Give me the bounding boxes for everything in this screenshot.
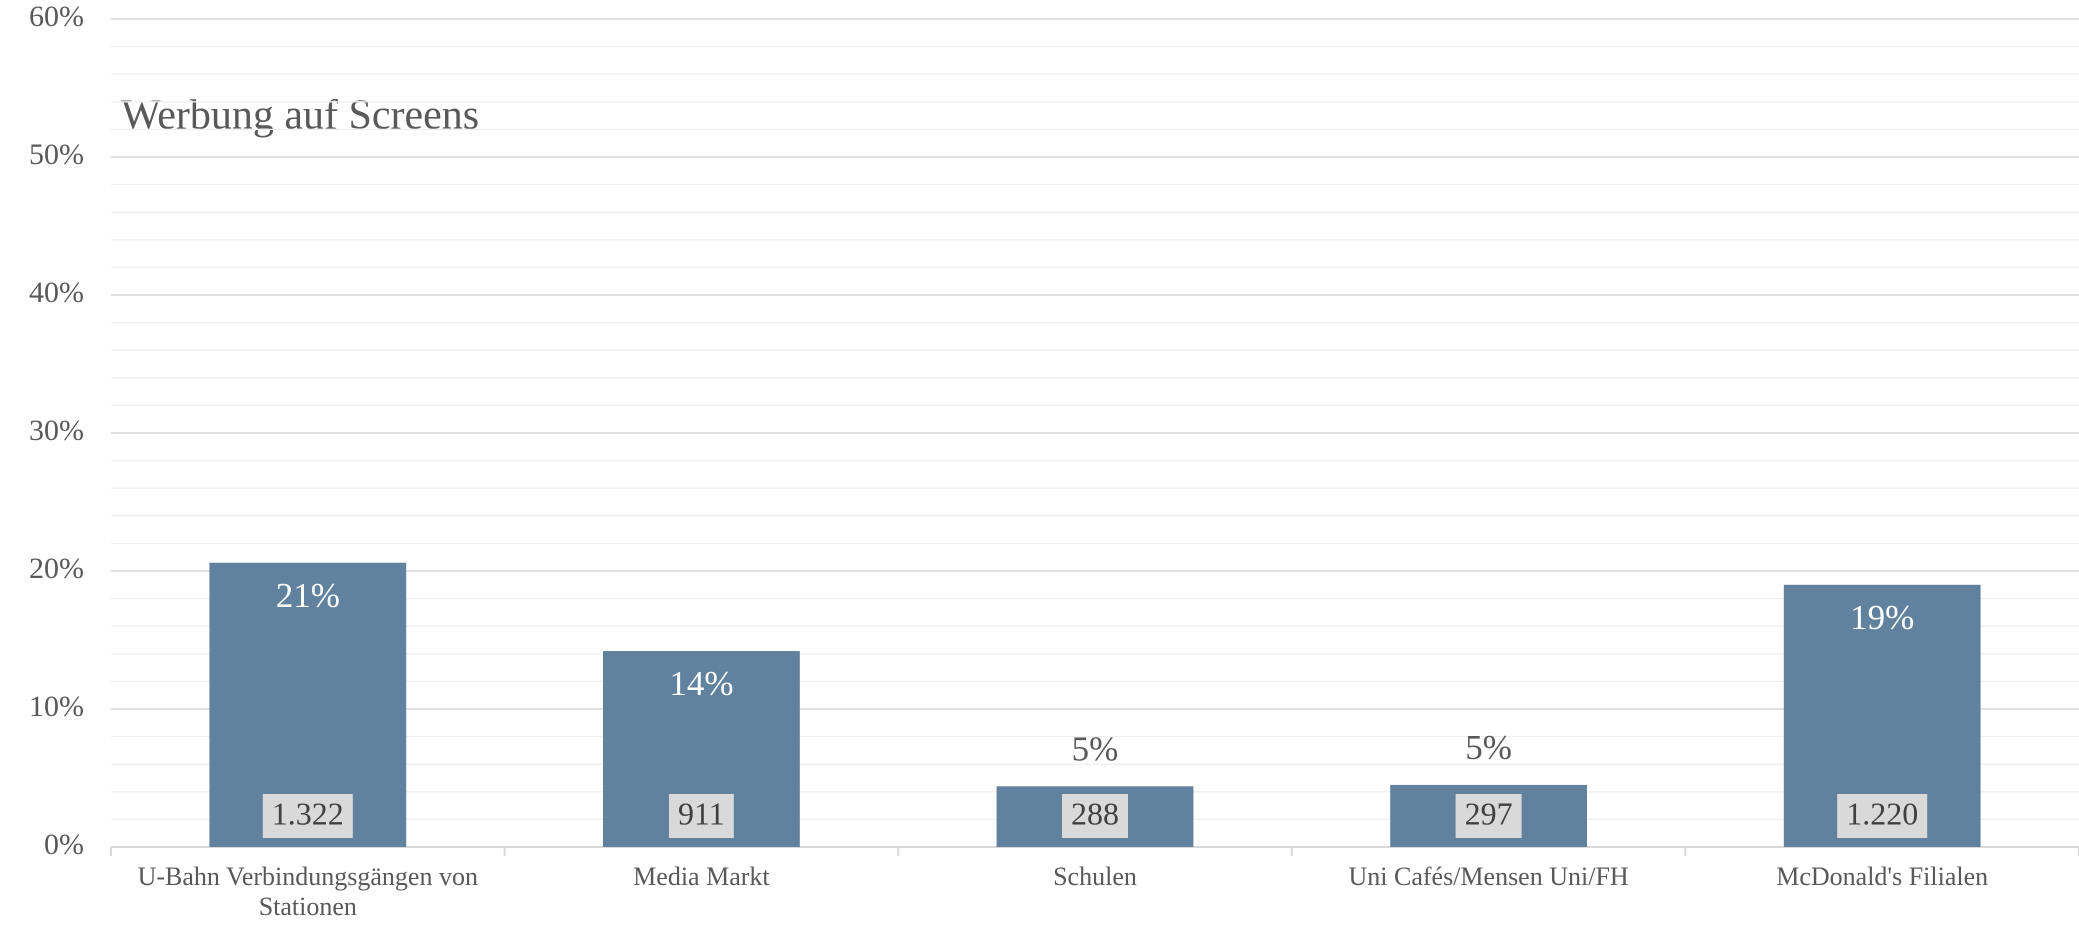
value-label: 5%: [1072, 729, 1119, 768]
count-label: 1.220: [1846, 795, 1918, 831]
count-box: [1062, 794, 1128, 838]
count-label: 297: [1465, 795, 1513, 831]
count-box: [1455, 794, 1522, 838]
chart-title: Werbung auf Screens: [121, 93, 479, 139]
count-box: [668, 794, 734, 838]
count-label-group: 288: [1062, 794, 1128, 838]
y-tick-label: 20%: [29, 552, 84, 585]
count-box: [1837, 794, 1928, 838]
y-tick-label: 40%: [29, 276, 84, 309]
value-label: 14%: [669, 664, 733, 703]
count-label: 288: [1071, 795, 1119, 831]
x-tick-label: Media Markt: [633, 862, 770, 891]
count-label: 1.322: [272, 795, 344, 831]
x-tick-label: U-Bahn Verbindungsgängen von Stationen: [137, 862, 478, 921]
x-tick-label: Schulen: [1053, 862, 1137, 891]
y-tick-label: 60%: [29, 0, 84, 33]
y-tick-label: 10%: [29, 690, 84, 723]
value-label: 21%: [276, 576, 340, 615]
y-tick-label: 30%: [29, 414, 84, 447]
x-tick-label: Uni Cafés/Mensen Uni/FH: [1348, 862, 1629, 891]
count-label-group: 1.322: [262, 794, 353, 838]
x-tick-label: McDonald's Filialen: [1776, 862, 1989, 891]
count-label-group: 1.220: [1837, 794, 1928, 838]
y-tick-label: 0%: [44, 828, 84, 861]
count-box: [262, 794, 353, 838]
value-label: 5%: [1465, 728, 1512, 767]
value-label: 19%: [1850, 598, 1914, 637]
count-label-group: 297: [1455, 794, 1522, 838]
count-label-group: 911: [668, 794, 734, 838]
count-label: 911: [678, 795, 725, 831]
y-tick-label: 50%: [29, 138, 84, 171]
